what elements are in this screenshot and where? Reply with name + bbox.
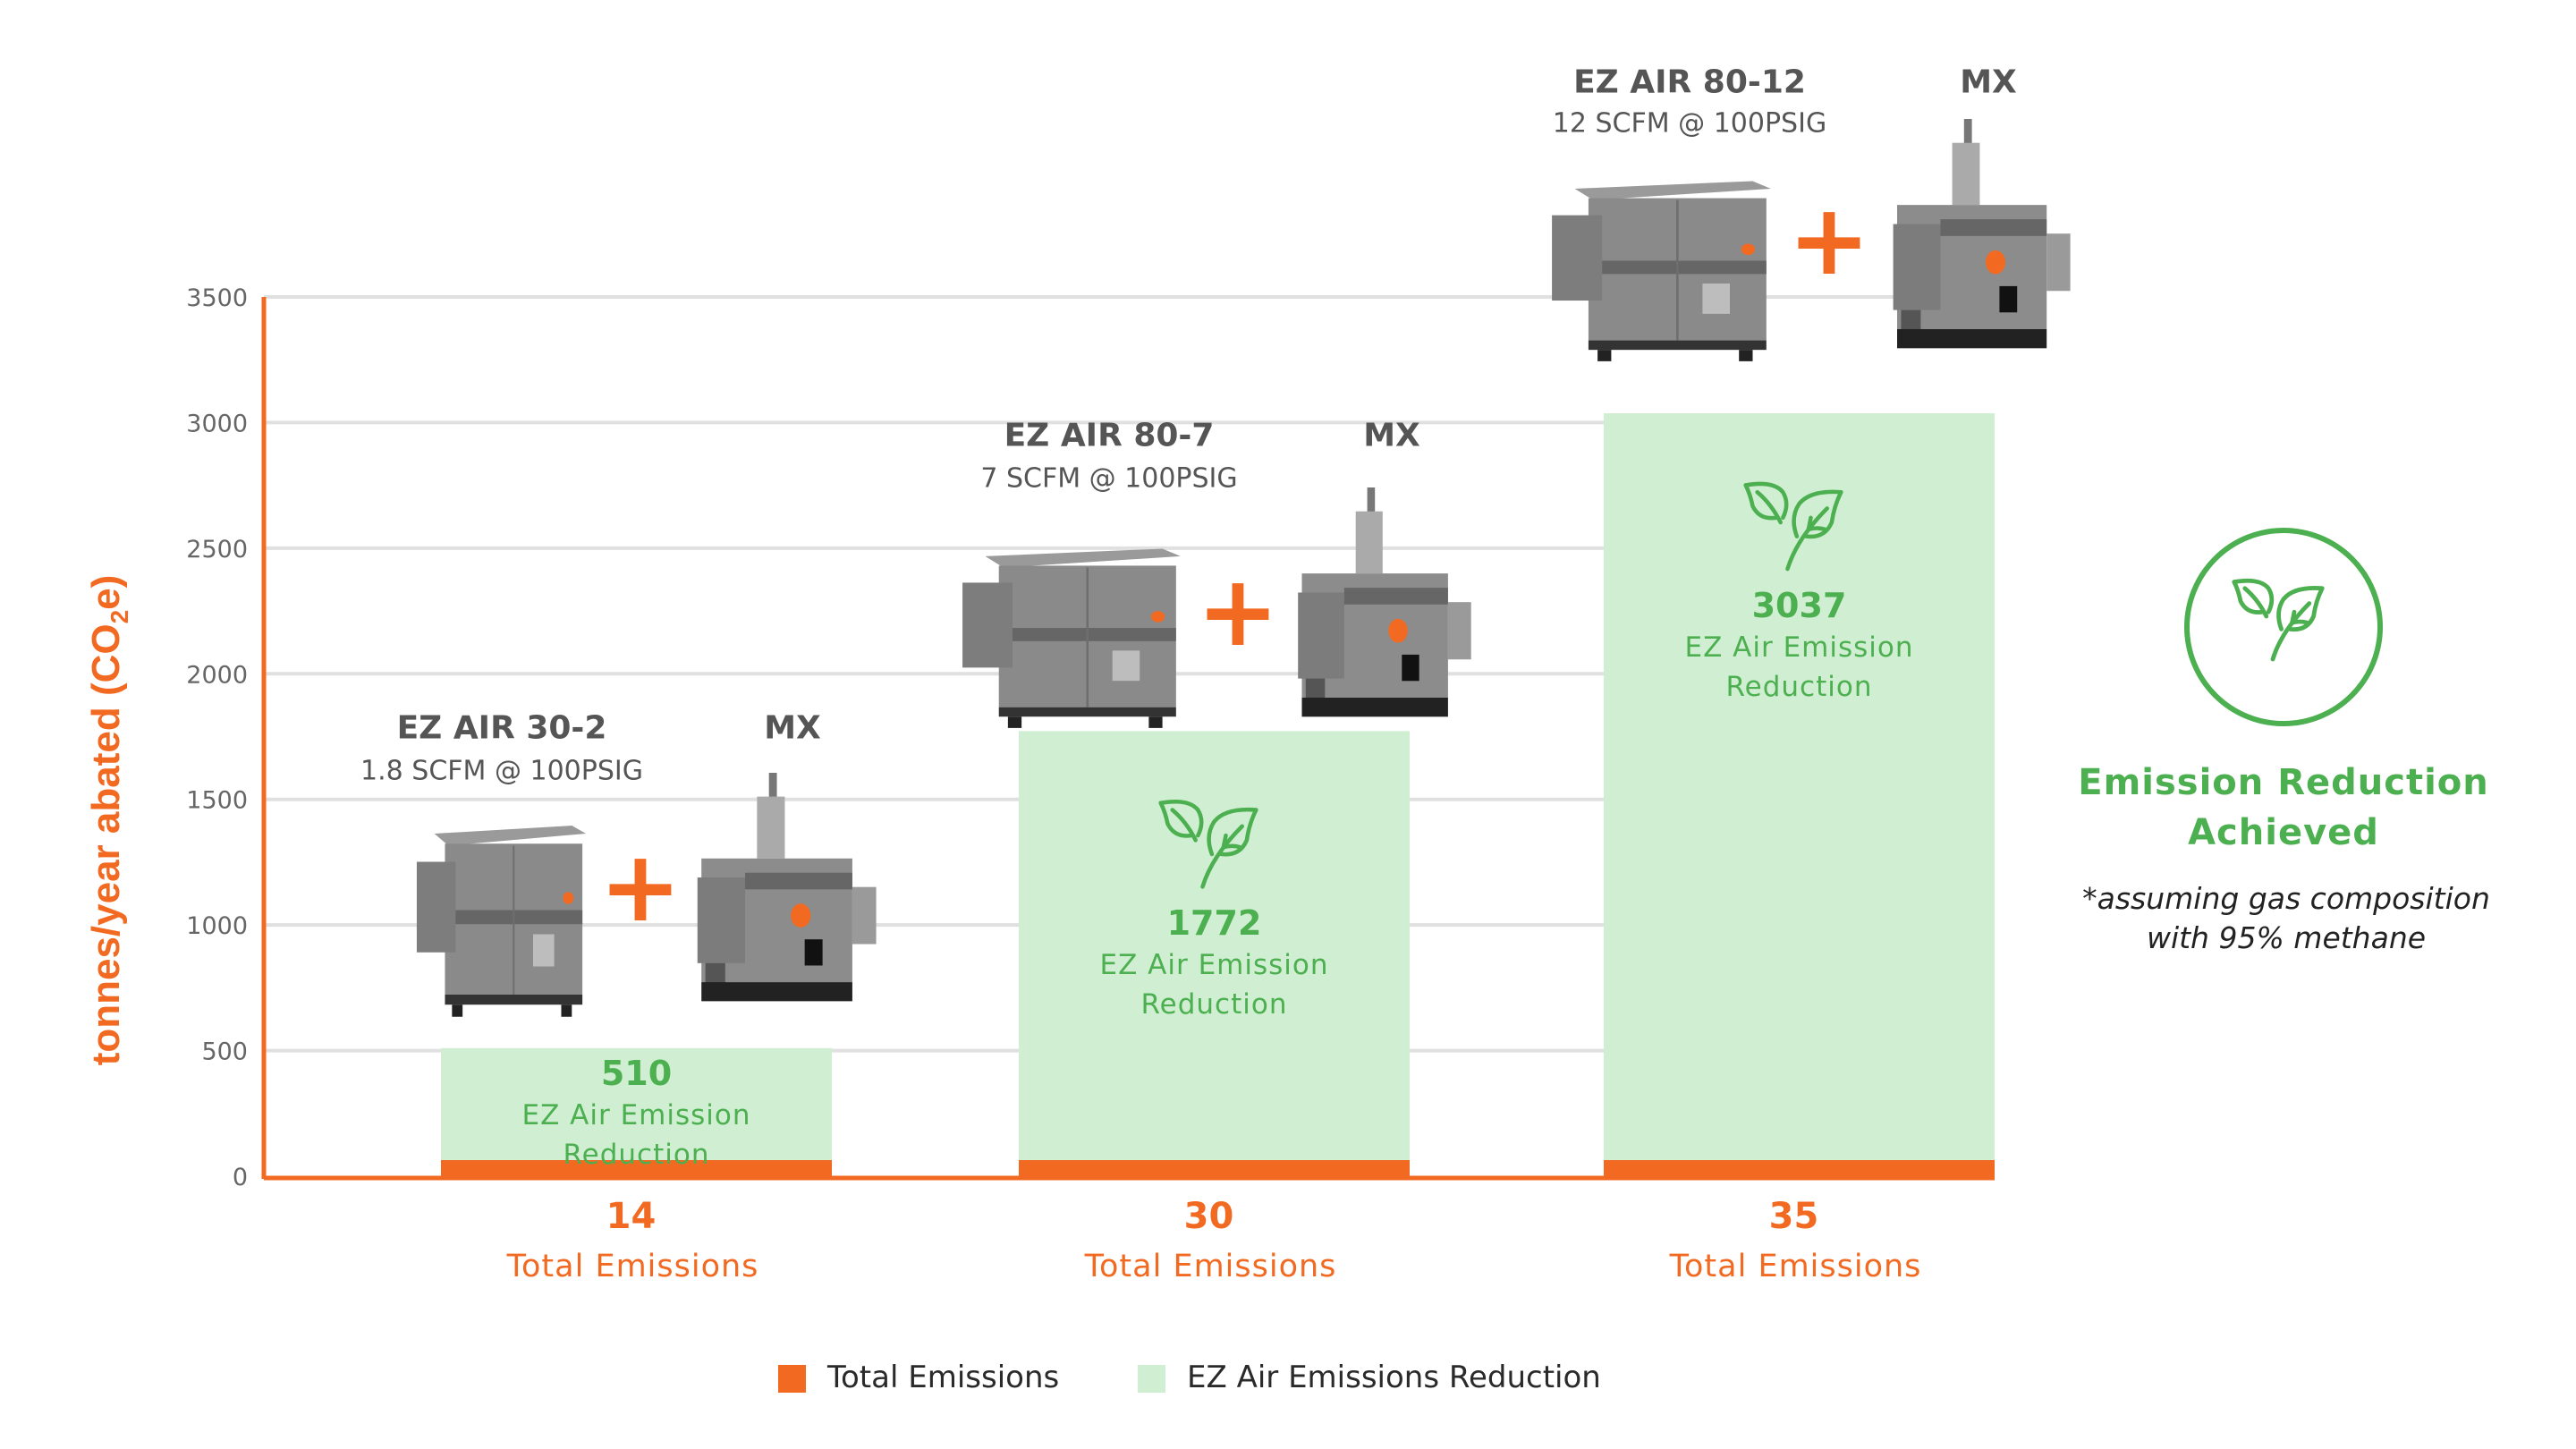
y-axis-label-subscript: 2 [105,609,133,624]
product-title-ez-air-80-12: EZ AIR 80-12 [1573,64,1806,101]
total-emissions-label: Total Emissions [506,1249,759,1284]
product-title-ez-air-80-7: EZ AIR 80-7 [1004,417,1215,454]
reduction-label-line1: EZ Air Emission [521,1098,751,1131]
machine-illustration [416,826,587,1017]
y-tick-label: 1500 [186,787,248,815]
plus-icon: + [1787,182,1871,297]
total-emissions-value: 35 [1768,1196,1819,1237]
ez-air-80-7-image [958,541,1185,730]
machine-illustration [697,773,877,1002]
mx-unit-image [682,773,880,1011]
plus-icon: + [1196,554,1280,668]
total-emissions-bar [441,1160,832,1176]
product-spec-ez-air-30-2: 1.8 SCFM @ 100PSIG [360,755,643,787]
product-spec-ez-air-80-7: 7 SCFM @ 100PSIG [980,462,1238,495]
reduction-label-line1: EZ Air Emission [1684,631,1914,665]
reduction-value: 3037 [1751,586,1847,626]
total-emissions-value: 14 [606,1196,657,1237]
y-tick-label: 1000 [186,912,248,940]
reduction-value: 1772 [1166,903,1262,944]
machine-illustration [1298,487,1471,717]
legend-label-total-emissions: Total Emissions [827,1360,1060,1395]
y-axis-label-text: tonnes/year abated (CO [84,623,129,1066]
y-axis-label: tonnes/year abated (CO2e) [84,575,134,1066]
reduction-bar [441,1047,832,1160]
footnote-line1: *assuming gas composition [2082,881,2490,916]
reduction-bar [1019,731,1410,1160]
footnote-line2: with 95% methane [2146,920,2427,955]
side-title-line1: Emission Reduction [2078,762,2489,803]
y-tick-label: 500 [201,1038,248,1066]
y-tick-label: 2500 [186,536,248,564]
reduction-label-line2: Reduction [1725,671,1873,704]
y-tick-label: 3000 [186,410,248,437]
reduction-value: 510 [600,1053,673,1093]
leaf-circle-icon [2184,528,2383,726]
machine-illustration [1893,119,2071,349]
total-emissions-bar [1604,1160,1995,1176]
product-title-mx-2: MX [1363,417,1420,454]
machine-illustration [962,548,1181,728]
y-tick-label: 3500 [186,284,248,312]
ez-air-30-2-image [413,818,589,1019]
reduction-label-line2: Reduction [1140,988,1288,1021]
machine-illustration [1552,181,1771,361]
legend-label-reduction: EZ Air Emissions Reduction [1187,1360,1601,1395]
reduction-bar [1604,413,1995,1160]
y-axis-label-suffix: e) [84,574,129,610]
y-tick-label: 0 [233,1164,248,1191]
ez-air-80-12-image [1547,174,1775,363]
total-emissions-value: 30 [1183,1196,1234,1237]
product-spec-ez-air-80-12: 12 SCFM @ 100PSIG [1552,107,1827,140]
total-emissions-label: Total Emissions [1084,1249,1337,1284]
plus-icon: + [598,829,682,944]
total-emissions-label: Total Emissions [1669,1249,1922,1284]
side-title-line2: Achieved [2188,812,2379,853]
product-title-ez-air-30-2: EZ AIR 30-2 [396,709,607,747]
legend-swatch-reduction [1138,1365,1165,1393]
leaf-icon [1743,481,1843,572]
product-title-mx-3: MX [1960,64,2017,101]
reduction-label-line1: EZ Air Emission [1099,949,1329,982]
total-emissions-bar [1019,1160,1410,1176]
mx-unit-image [1877,119,2074,358]
product-title-mx-1: MX [764,709,821,747]
mx-unit-image [1283,487,1475,726]
reduction-label-line2: Reduction [563,1138,710,1171]
legend-swatch-total-emissions [778,1365,806,1393]
y-tick-label: 2000 [186,661,248,689]
leaf-icon [1158,799,1258,889]
